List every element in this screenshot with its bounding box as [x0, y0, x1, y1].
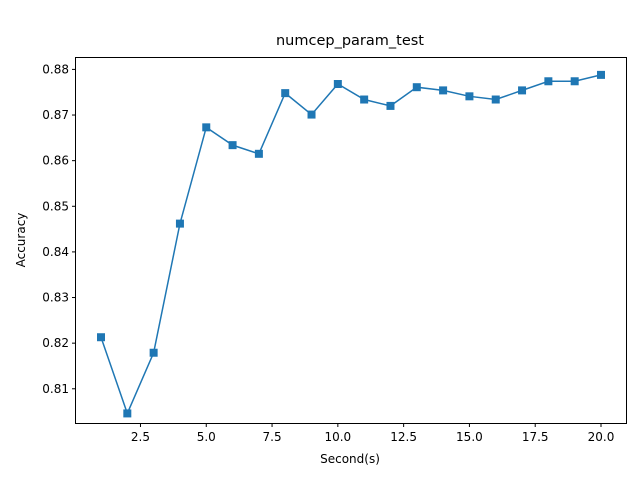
- data-point-marker: [386, 101, 395, 110]
- x-axis: 2.5 5.0 7.5 10.0 12.5 15.0 17.5 20.0: [131, 423, 614, 444]
- data-point-marker: [465, 92, 474, 101]
- plot-area: [97, 70, 605, 418]
- data-point-marker: [228, 141, 237, 150]
- x-axis-label: Second(s): [320, 452, 380, 466]
- y-axis: 0.81 0.82 0.83 0.84 0.85 0.86 0.87 0.88: [42, 62, 76, 396]
- data-point-marker: [597, 70, 605, 79]
- y-tick-label: 0.85: [42, 199, 69, 213]
- y-tick-label: 0.83: [42, 291, 69, 305]
- data-point-marker: [281, 89, 290, 98]
- data-point-marker: [333, 80, 342, 89]
- y-tick-label: 0.86: [42, 154, 69, 168]
- data-point-marker: [412, 83, 421, 92]
- data-point-marker: [570, 77, 579, 86]
- y-tick-label: 0.82: [42, 336, 69, 350]
- data-point-marker: [307, 110, 316, 119]
- y-tick-label: 0.88: [42, 62, 69, 76]
- x-tick-label: 10.0: [324, 430, 351, 444]
- data-point-marker: [360, 95, 369, 104]
- y-tick-label: 0.87: [42, 108, 69, 122]
- data-point-marker: [149, 348, 158, 357]
- x-tick-label: 17.5: [522, 430, 549, 444]
- data-point-marker: [123, 409, 132, 418]
- data-point-marker: [97, 333, 105, 342]
- chart-title: numcep_param_test: [276, 33, 424, 49]
- y-tick-label: 0.81: [42, 382, 69, 396]
- data-point-marker: [175, 219, 184, 228]
- data-point-marker: [254, 149, 263, 158]
- x-tick-label: 5.0: [197, 430, 216, 444]
- series-line: [100, 74, 602, 416]
- data-point-marker: [544, 77, 553, 86]
- x-tick-label: 20.0: [588, 430, 615, 444]
- x-tick-label: 7.5: [263, 430, 282, 444]
- y-axis-label: Accuracy: [14, 213, 28, 268]
- data-point-marker: [202, 123, 211, 132]
- x-tick-label: 15.0: [456, 430, 483, 444]
- x-tick-label: 2.5: [131, 430, 150, 444]
- data-point-marker: [518, 86, 527, 95]
- y-tick-label: 0.84: [42, 245, 69, 259]
- plot-frame: [75, 57, 627, 424]
- data-point-marker: [491, 95, 500, 104]
- x-tick-label: 12.5: [390, 430, 417, 444]
- data-point-marker: [439, 86, 448, 95]
